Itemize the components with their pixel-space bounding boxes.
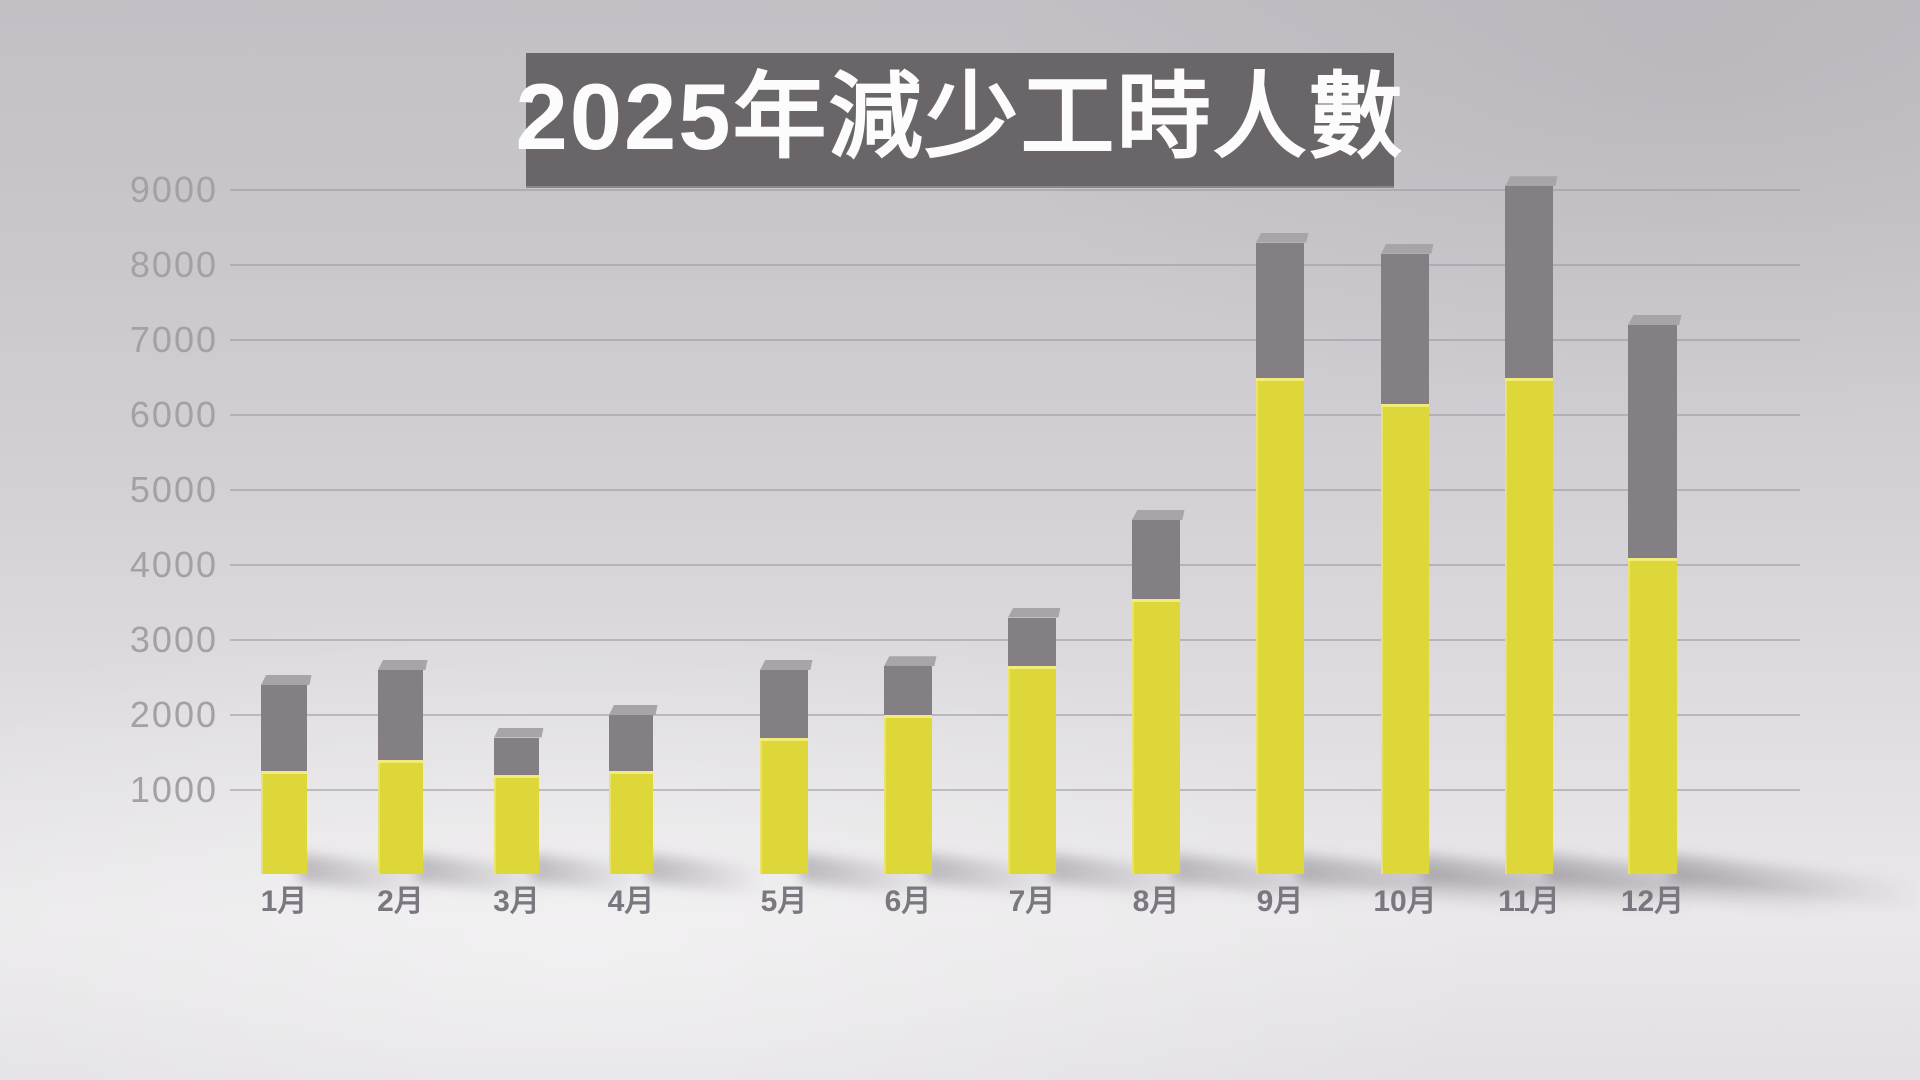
bar-segment-gray — [261, 685, 307, 772]
bar-segment-gray — [760, 670, 808, 738]
gridline — [230, 189, 1800, 191]
bar-top-cap — [884, 656, 937, 667]
bar-segment-gray — [1505, 186, 1553, 378]
title-banner: 2025年減少工時人數 — [515, 53, 1403, 188]
bar-segment-yellow — [494, 775, 539, 874]
gridline — [230, 564, 1800, 566]
y-axis-label: 7000 — [129, 319, 218, 360]
bar-segment-gray — [1628, 325, 1677, 558]
bar-top-cap — [609, 705, 658, 715]
bar-segment-yellow — [261, 771, 307, 874]
x-axis-label: 6月 — [884, 885, 932, 918]
gridline — [230, 489, 1800, 491]
bar-segment-yellow — [609, 771, 653, 874]
bar-segment-yellow — [1008, 666, 1056, 874]
y-axis-label: 6000 — [129, 394, 218, 435]
x-axis-label: 4月 — [607, 885, 655, 918]
x-axis-label: 7月 — [1008, 885, 1056, 918]
x-axis-label: 3月 — [493, 885, 540, 918]
gridline — [230, 264, 1800, 266]
bar-segment-yellow — [1132, 598, 1180, 874]
bar-segment-gray — [884, 666, 932, 715]
y-axis-label: 4000 — [129, 544, 218, 585]
bar-top-cap — [1628, 315, 1682, 325]
bar-top-cap — [378, 660, 428, 670]
bar-top-cap — [261, 675, 312, 685]
y-axis-label: 9000 — [129, 169, 218, 210]
gridline — [230, 414, 1800, 416]
gridline — [230, 339, 1800, 341]
bar-segment-gray — [1381, 253, 1429, 404]
x-axis-label: 1月 — [260, 885, 308, 918]
bar-segment-gray — [1256, 242, 1304, 378]
bar-segment-yellow — [378, 760, 423, 874]
bar-segment-yellow — [1628, 557, 1677, 874]
bar-segment-yellow — [1505, 377, 1553, 874]
bar-segment-yellow — [1381, 403, 1429, 874]
bar-segment-gray — [1132, 520, 1180, 599]
y-axis-label: 5000 — [129, 469, 218, 510]
bar-top-cap — [760, 660, 813, 670]
bar-top-cap — [1132, 510, 1185, 520]
bar-top-cap — [1008, 607, 1061, 618]
bar-segment-gray — [1008, 617, 1056, 667]
bar-top-cap — [494, 727, 544, 738]
x-axis-label: 10月 — [1373, 885, 1437, 918]
y-axis-label: 8000 — [129, 244, 218, 285]
bar-segment-gray — [609, 715, 653, 772]
y-axis-label: 3000 — [129, 619, 218, 660]
bar-top-cap — [1505, 176, 1558, 187]
bar-top-cap — [1256, 232, 1309, 243]
y-axis-label: 1000 — [129, 769, 218, 810]
bar-segment-gray — [378, 670, 423, 760]
x-axis-label: 2月 — [377, 885, 424, 918]
bar-segment-yellow — [884, 715, 932, 874]
bar-segment-gray — [494, 737, 539, 775]
x-axis-label: 5月 — [760, 885, 808, 918]
bar-segment-yellow — [760, 737, 808, 874]
x-axis-label: 12月 — [1620, 885, 1685, 918]
bar-segment-yellow — [1256, 377, 1304, 874]
chart-title: 2025年減少工時人數 — [515, 63, 1405, 169]
y-axis-label: 2000 — [129, 694, 218, 735]
bar-top-cap — [1381, 243, 1434, 254]
x-axis-label: 8月 — [1132, 885, 1180, 918]
x-axis-label: 11月 — [1498, 885, 1560, 918]
x-axis-label: 9月 — [1256, 885, 1304, 918]
